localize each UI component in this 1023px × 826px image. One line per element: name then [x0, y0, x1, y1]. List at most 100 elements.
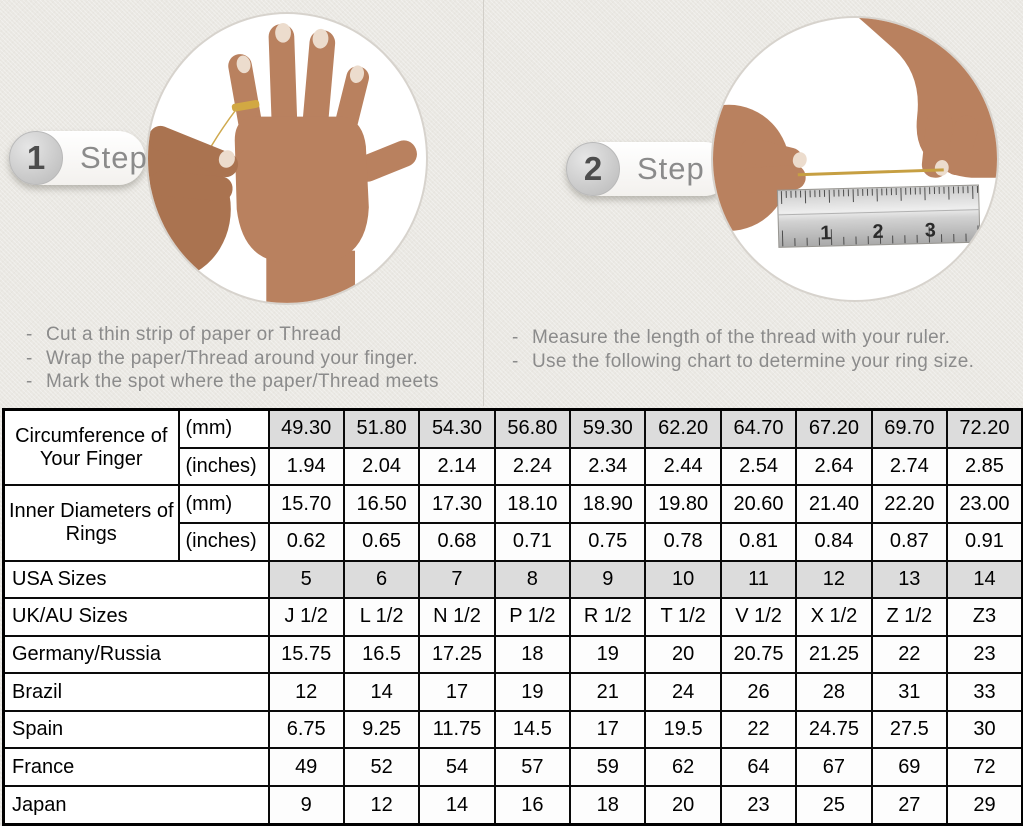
instruction-line: - Mark the spot where the paper/Thread me…	[22, 370, 439, 394]
size-value-cell: 67	[795, 747, 873, 788]
size-value-cell: Z3	[946, 597, 1023, 637]
size-value-cell: 23.00	[946, 484, 1023, 524]
region-label: Japan	[2, 785, 270, 826]
size-value-cell: 0.71	[493, 521, 572, 562]
size-value-cell: 15.70	[267, 484, 345, 524]
size-value-cell: N 1/2	[418, 597, 496, 637]
size-value-cell: 0.68	[418, 521, 496, 562]
size-value-cell: 11	[719, 559, 798, 600]
size-value-cell: 12	[795, 559, 873, 600]
size-value-cell: 49.30	[267, 408, 345, 449]
unit-label: (mm)	[177, 484, 270, 524]
size-value-cell: 54.30	[418, 408, 496, 449]
table-row: Japan 9 12 14 16 18 20 23 25 27 29	[2, 785, 1023, 826]
table-row: Brazil 12 14 17 19 21 24 26 28 31 33	[2, 672, 1023, 712]
size-value-cell: 56.80	[493, 408, 572, 449]
size-value-cell: 18.10	[493, 484, 572, 524]
size-value-cell: 62.20	[644, 408, 722, 449]
size-value-cell: 33	[946, 672, 1023, 712]
size-value-cell: 2.44	[644, 446, 722, 487]
size-value-cell: 13	[870, 559, 949, 600]
unit-label: (inches)	[177, 521, 270, 562]
size-value-cell: 22.20	[870, 484, 949, 524]
size-value-cell: P 1/2	[493, 597, 572, 637]
table-row: UK/AU Sizes J 1/2 L 1/2 N 1/2 P 1/2 R 1/2 T 1/…	[2, 597, 1023, 637]
size-value-cell: V 1/2	[719, 597, 798, 637]
unit-label: (inches)	[177, 446, 270, 487]
size-value-cell: 19	[493, 672, 572, 712]
ruler-icon: 1 2 3	[776, 184, 981, 248]
size-value-cell: 23	[719, 785, 798, 826]
ruler-measure-illustration: 1 2 3	[713, 18, 997, 248]
instruction-text: Measure the length of the thread with yo…	[532, 327, 951, 348]
size-value-cell: 7	[418, 559, 496, 600]
size-value-cell: 20.75	[719, 634, 798, 675]
size-value-cell: 16.5	[342, 634, 421, 675]
region-label: Germany/Russia	[2, 634, 270, 675]
size-value-cell: 20	[644, 785, 722, 826]
size-value-cell: 17	[418, 672, 496, 712]
size-value-cell: 17	[569, 709, 647, 750]
size-value-cell: 72	[946, 747, 1023, 788]
size-value-cell: 29	[946, 785, 1023, 826]
bullet-dash: -	[512, 327, 519, 348]
size-value-cell: 27	[870, 785, 949, 826]
table-row: Spain 6.75 9.25 11.75 14.5 17 19.5 22 24.75 27.5 3…	[2, 709, 1023, 750]
step-1-label: Step	[80, 140, 148, 175]
size-value-cell: 10	[644, 559, 722, 600]
size-value-cell: 64.70	[719, 408, 798, 449]
size-value-cell: 72.20	[946, 408, 1023, 449]
size-value-cell: 69.70	[870, 408, 949, 449]
table-row: Inner Diameters of Rings (mm) 15.70 16.50 17…	[2, 484, 1023, 562]
size-value-cell: 59.30	[569, 408, 647, 449]
size-value-cell: 1.94	[267, 446, 345, 487]
size-value-cell: 6	[342, 559, 421, 600]
unit-label: (mm)	[177, 408, 270, 449]
size-value-cell: X 1/2	[795, 597, 873, 637]
size-value-cell: 22	[719, 709, 798, 750]
size-value-cell: 28	[795, 672, 873, 712]
size-value-cell: 17.30	[418, 484, 496, 524]
size-value-cell: 2.34	[569, 446, 647, 487]
measure-group-label: Inner Diameters of Rings	[2, 484, 180, 562]
table-row: (inches) 1.94 2.04 2.14 2.24 2.34 2.44 2.54 2.64…	[4, 446, 1023, 487]
table-row: France 49 52 54 57 59 62 64 67 69 72	[2, 747, 1023, 788]
instruction-line: - Measure the length of the thread with y…	[508, 326, 974, 350]
size-value-cell: 15.75	[267, 634, 345, 675]
size-value-cell: J 1/2	[267, 597, 345, 637]
size-value-cell: 62	[644, 747, 722, 788]
table-row: (inches) 0.62 0.65 0.68 0.71 0.75 0.78 0.81 0.84…	[4, 521, 1023, 562]
size-value-cell: 19.80	[644, 484, 722, 524]
size-value-cell: 0.87	[870, 521, 949, 562]
size-value-cell: 30	[946, 709, 1023, 750]
size-value-cell: 54	[418, 747, 496, 788]
size-value-cell: 22	[870, 634, 949, 675]
size-value-cell: 8	[493, 559, 572, 600]
ring-size-table-body: Circumference of Your Finger (mm) 49.30 51.…	[2, 408, 1023, 826]
size-value-cell: 69	[870, 747, 949, 788]
size-value-cell: L 1/2	[342, 597, 421, 637]
step-2-number: 2	[566, 142, 620, 196]
instruction-text: Mark the spot where the paper/Thread mee…	[46, 371, 439, 392]
step-2-instructions: - Measure the length of the thread with y…	[508, 326, 974, 373]
size-value-cell: Z 1/2	[870, 597, 949, 637]
size-value-cell: 51.80	[342, 408, 421, 449]
size-value-cell: 2.14	[418, 446, 496, 487]
panel-divider	[483, 0, 484, 406]
size-value-cell: 5	[267, 559, 345, 600]
ruler-number-1: 1	[820, 222, 832, 244]
size-value-cell: 27.5	[870, 709, 949, 750]
bullet-dash: -	[26, 324, 33, 345]
size-value-cell: 16.50	[342, 484, 421, 524]
size-value-cell: 2.04	[342, 446, 421, 487]
instruction-line: - Use the following chart to determine yo…	[508, 350, 974, 374]
size-value-cell: 0.84	[795, 521, 873, 562]
table-row: Germany/Russia 15.75 16.5 17.25 18 19 20 20.75 2…	[2, 634, 1023, 675]
size-value-cell: 14	[418, 785, 496, 826]
region-label: France	[2, 747, 270, 788]
size-value-cell: 9	[267, 785, 345, 826]
size-value-cell: 14	[342, 672, 421, 712]
instruction-line: - Cut a thin strip of paper or Thread	[22, 323, 439, 347]
size-value-cell: 21.25	[795, 634, 873, 675]
